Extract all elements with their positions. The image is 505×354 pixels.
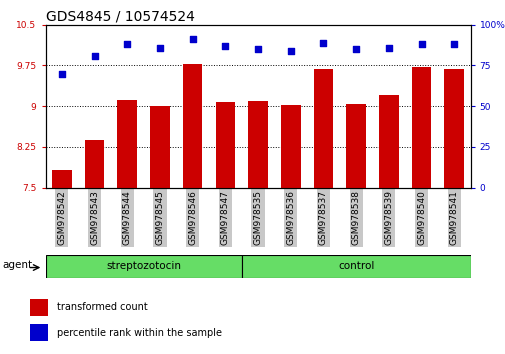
Point (254, 46, 262, 52)
Bar (313, 69, 333, 188)
Point (58, 71, 66, 76)
Bar (85, 140, 104, 188)
Point (188, 36, 196, 42)
Point (90, 53, 98, 58)
Bar (215, 102, 235, 188)
Bar (248, 101, 267, 188)
Bar (30, 324, 48, 341)
Bar (52, 170, 72, 188)
Bar (378, 95, 398, 188)
Bar (411, 67, 430, 188)
Point (351, 46, 360, 52)
Bar (280, 105, 300, 188)
Text: transformed count: transformed count (57, 302, 147, 312)
Point (417, 41, 425, 47)
Text: streptozotocin: streptozotocin (106, 261, 181, 272)
Bar (150, 106, 170, 188)
Bar (345, 104, 365, 188)
Bar (241, 255, 470, 278)
Point (449, 41, 458, 47)
Point (286, 48, 294, 54)
Point (221, 43, 229, 49)
Text: GDS4845 / 10574524: GDS4845 / 10574524 (45, 10, 194, 24)
Bar (117, 100, 137, 188)
Text: agent: agent (2, 260, 32, 270)
Bar (30, 299, 48, 316)
Point (319, 40, 327, 46)
Bar (443, 69, 463, 188)
Bar (182, 64, 202, 188)
Point (384, 45, 392, 50)
Point (123, 41, 131, 47)
Bar (45, 255, 241, 278)
Text: control: control (337, 261, 374, 272)
Text: percentile rank within the sample: percentile rank within the sample (57, 328, 222, 338)
Point (156, 45, 164, 50)
